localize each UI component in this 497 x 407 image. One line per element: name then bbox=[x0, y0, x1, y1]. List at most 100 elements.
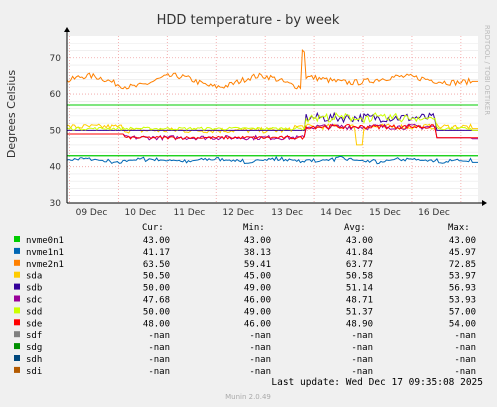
y-tick-label: 30 bbox=[50, 199, 62, 209]
legend-max: 53.97 bbox=[449, 272, 476, 282]
legend-swatch bbox=[14, 247, 20, 254]
legend-max: 45.97 bbox=[449, 248, 476, 258]
legend-min: 43.00 bbox=[244, 236, 271, 246]
legend-min: 46.00 bbox=[244, 296, 271, 306]
x-tick-label: 11 Dec bbox=[173, 208, 205, 218]
legend-name: sdi bbox=[26, 367, 42, 377]
legend-header-max: Max: bbox=[448, 223, 470, 233]
legend-min: 38.13 bbox=[244, 248, 271, 258]
legend-min: 46.00 bbox=[244, 319, 271, 329]
legend-avg: 51.37 bbox=[346, 307, 373, 317]
legend-max: -nan bbox=[454, 355, 476, 365]
x-tick-labels: 09 Dec 10 Dec 11 Dec 12 Dec 13 Dec 14 Dec 15 D… bbox=[76, 208, 450, 218]
legend-max: 53.93 bbox=[449, 296, 476, 306]
series-line-nvme1n1 bbox=[66, 155, 478, 165]
legend-header-avg: Avg: bbox=[344, 223, 366, 233]
legend-name: nvme2n1 bbox=[26, 260, 64, 270]
legend-name: nvme0n1 bbox=[26, 236, 64, 246]
legend: nvme0n1 43.00 43.00 43.00 43.00 nvme1n1 41.17 3… bbox=[14, 236, 476, 377]
legend-min: 59.41 bbox=[244, 260, 271, 270]
legend-min: -nan bbox=[249, 331, 271, 341]
legend-header-cur: Cur: bbox=[142, 223, 164, 233]
legend-name: nvme1n1 bbox=[26, 248, 64, 258]
legend-avg: 51.14 bbox=[346, 284, 373, 294]
y-axis-arrow bbox=[64, 27, 70, 32]
legend-avg: 48.90 bbox=[346, 319, 373, 329]
legend-name: sdg bbox=[26, 343, 42, 353]
series-line-sde bbox=[67, 124, 478, 140]
legend-cur: 50.00 bbox=[143, 307, 170, 317]
legend-max: 43.00 bbox=[449, 236, 476, 246]
legend-max: 57.00 bbox=[449, 307, 476, 317]
legend-name: sdc bbox=[26, 296, 42, 306]
legend-min: -nan bbox=[249, 355, 271, 365]
legend-max: -nan bbox=[454, 331, 476, 341]
y-axis-label: Degrees Celsius bbox=[5, 70, 18, 159]
legend-max: -nan bbox=[454, 343, 476, 353]
legend-min: 49.00 bbox=[244, 284, 271, 294]
legend-swatch bbox=[14, 343, 20, 350]
legend-cur: 48.00 bbox=[143, 319, 170, 329]
legend-cur: 50.50 bbox=[143, 272, 170, 282]
legend-avg: -nan bbox=[351, 343, 373, 353]
legend-avg: 63.77 bbox=[346, 260, 373, 270]
legend-name: sda bbox=[26, 272, 42, 282]
x-tick-label: 10 Dec bbox=[125, 208, 157, 218]
legend-cur: -nan bbox=[148, 343, 170, 353]
legend-cur: -nan bbox=[148, 355, 170, 365]
legend-cur: -nan bbox=[148, 331, 170, 341]
x-axis-arrow bbox=[482, 200, 487, 206]
legend-min: 45.00 bbox=[244, 272, 271, 282]
plot-area bbox=[67, 36, 478, 203]
footer: Munin 2.0.49 bbox=[225, 393, 271, 401]
legend-min: -nan bbox=[249, 343, 271, 353]
legend-avg: -nan bbox=[351, 367, 373, 377]
legend-cur: 43.00 bbox=[143, 236, 170, 246]
y-tick-label: 40 bbox=[50, 163, 62, 173]
series-line-nvme2n1 bbox=[66, 48, 478, 90]
legend-avg: 41.84 bbox=[346, 248, 373, 258]
legend-name: sdh bbox=[26, 355, 42, 365]
legend-swatch bbox=[14, 236, 20, 242]
legend-avg: 43.00 bbox=[346, 236, 373, 246]
legend-cur: -nan bbox=[148, 367, 170, 377]
series-lines bbox=[66, 48, 478, 165]
x-tick-label: 14 Dec bbox=[320, 208, 352, 218]
legend-avg: 48.71 bbox=[346, 296, 373, 306]
legend-max: -nan bbox=[454, 367, 476, 377]
legend-min: -nan bbox=[249, 367, 271, 377]
legend-swatch bbox=[14, 295, 20, 302]
last-update: Last update: Wed Dec 17 09:35:08 2025 bbox=[271, 377, 483, 388]
legend-cur: 50.00 bbox=[143, 284, 170, 294]
legend-swatch bbox=[14, 307, 20, 314]
legend-name: sde bbox=[26, 319, 42, 329]
y-tick-labels: 30 40 50 60 70 bbox=[50, 54, 62, 209]
x-tick-label: 16 Dec bbox=[418, 208, 450, 218]
legend-swatch bbox=[14, 331, 20, 338]
chart-title: HDD temperature - by week bbox=[157, 13, 340, 28]
legend-swatch bbox=[14, 283, 20, 290]
x-tick-label: 15 Dec bbox=[369, 208, 401, 218]
legend-swatch bbox=[14, 271, 20, 278]
legend-cur: 47.68 bbox=[143, 296, 170, 306]
y-tick-label: 50 bbox=[50, 126, 62, 136]
legend-avg: 50.58 bbox=[346, 272, 373, 282]
legend-header-min: Min: bbox=[243, 223, 265, 233]
series-line-sdc bbox=[67, 123, 478, 142]
legend-name: sdf bbox=[26, 331, 42, 341]
x-tick-label: 09 Dec bbox=[76, 208, 108, 218]
legend-avg: -nan bbox=[351, 355, 373, 365]
legend-max: 56.93 bbox=[449, 284, 476, 294]
legend-min: 49.00 bbox=[244, 307, 271, 317]
legend-max: 54.00 bbox=[449, 319, 476, 329]
legend-header: Cur: Min: Avg: Max: bbox=[142, 223, 470, 233]
legend-swatch bbox=[14, 366, 20, 373]
legend-avg: -nan bbox=[351, 331, 373, 341]
side-watermark: RRDTOOL / TOBI OETIKER bbox=[483, 25, 491, 115]
legend-cur: 63.50 bbox=[143, 260, 170, 270]
legend-max: 72.85 bbox=[449, 260, 476, 270]
legend-name: sdb bbox=[26, 284, 42, 294]
legend-cur: 41.17 bbox=[143, 248, 170, 258]
legend-swatch bbox=[14, 355, 20, 361]
